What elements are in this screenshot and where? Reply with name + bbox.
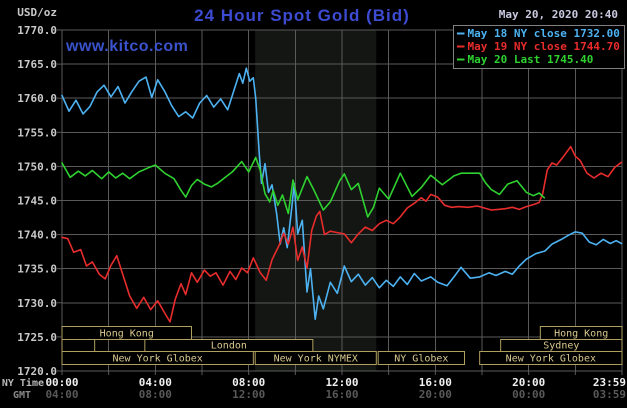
- session-box: [61, 326, 192, 340]
- x-tick-label-gmt: 12:00: [232, 388, 265, 401]
- x-tick-label-ny: 20:00: [512, 376, 545, 389]
- x-tick-label-ny: 16:00: [419, 376, 452, 389]
- y-tick-label: 1740.0: [17, 229, 57, 242]
- units-label: USD/oz: [17, 6, 57, 19]
- x-tick-label-gmt: 03:59: [593, 388, 626, 401]
- x-tick-label-gmt: 08:00: [139, 388, 172, 401]
- axis-ticks-layer: 1770.0 1765.0 1760.0 1755.0 1750.0 1745.0 1740…: [17, 24, 626, 401]
- y-tick-label: 1735.0: [17, 263, 57, 276]
- ny-time-row-label: NY Time: [2, 377, 44, 389]
- x-tick-label-ny: 23:59: [593, 376, 626, 389]
- chart-title: 24 Hour Spot Gold (Bid): [194, 6, 410, 25]
- y-tick-label: 1730.0: [17, 297, 57, 310]
- x-tick-label-ny: 04:00: [139, 376, 172, 389]
- y-tick-label: 1765.0: [17, 58, 57, 71]
- gmt-row-label: GMT: [13, 390, 31, 401]
- session-label: NY Globex: [394, 354, 448, 365]
- x-tick-label-gmt: 00:00: [512, 388, 545, 401]
- x-tick-label-gmt: 16:00: [325, 388, 358, 401]
- legend-box: [453, 25, 625, 69]
- session-label: New York Globex: [506, 354, 596, 365]
- session-bars-layer: Hong Kong Hong Kong London Sydney New York G…: [61, 326, 623, 365]
- session-box: [479, 351, 623, 365]
- series-lines-layer: [61, 67, 623, 323]
- y-tick-label: 1725.0: [17, 331, 57, 344]
- legend-item-may20: May 20 Last 1745.40: [457, 53, 593, 66]
- x-tick-label-ny: 12:00: [325, 376, 358, 389]
- y-tick-label: 1720.0: [17, 365, 57, 378]
- timestamp: May 20, 2020 20:40: [499, 8, 618, 21]
- session-label: London: [211, 341, 247, 352]
- legend: May 18 NY close 1732.00 May 19 NY close …: [453, 25, 625, 69]
- session-label: New York Globex: [113, 354, 203, 365]
- y-tick-label: 1750.0: [17, 160, 57, 173]
- x-tick-label-gmt: 20:00: [419, 388, 452, 401]
- legend-label-may20: May 20 Last 1745.40: [468, 53, 594, 66]
- session-box: [61, 351, 254, 365]
- session-label: Sydney: [543, 341, 579, 352]
- x-tick-label-ny: 00:00: [45, 376, 78, 389]
- y-tick-label: 1760.0: [17, 92, 57, 105]
- session-label: Hong Kong: [100, 329, 154, 340]
- session-label: New York NYMEX: [274, 354, 358, 365]
- session-box: [377, 351, 465, 365]
- legend-item-may18: May 18 NY close 1732.00: [457, 27, 620, 40]
- watermark: www.kitco.com: [65, 38, 188, 55]
- x-tick-label-gmt: 04:00: [45, 388, 78, 401]
- chart-grid-layer: [61, 29, 623, 372]
- x-tick-label-ny: 08:00: [232, 376, 265, 389]
- legend-label-may18: May 18 NY close 1732.00: [468, 27, 620, 40]
- legend-item-may19: May 19 NY close 1744.70: [457, 40, 620, 53]
- session-label: Hong Kong: [554, 329, 608, 340]
- series-line-may-20-last: [61, 156, 546, 218]
- y-tick-label: 1745.0: [17, 195, 57, 208]
- session-box: [254, 351, 377, 365]
- legend-label-may19: May 19 NY close 1744.70: [468, 40, 620, 53]
- session-box: [61, 339, 96, 352]
- y-tick-label: 1755.0: [17, 126, 57, 139]
- y-tick-label: 1770.0: [17, 24, 57, 37]
- series-line-may-19-ny-close: [61, 145, 623, 323]
